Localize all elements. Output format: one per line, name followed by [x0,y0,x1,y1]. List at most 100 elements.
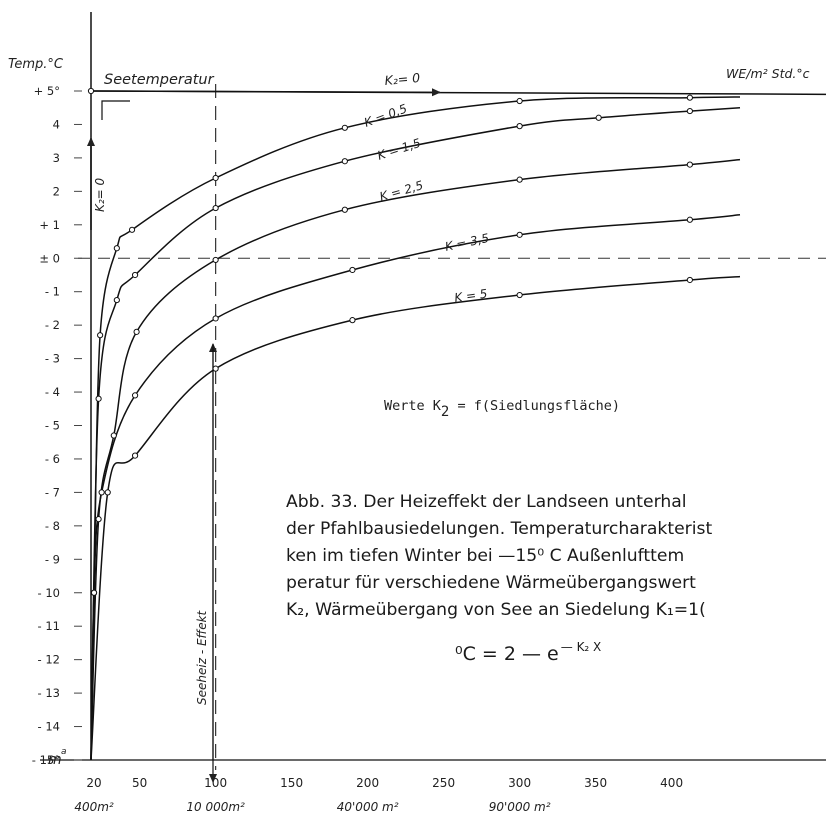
y-tick-label: - 2 [45,318,60,332]
series-label: K₂= 0 [384,70,421,88]
data-point [516,123,523,130]
data-point [212,256,219,264]
data-point [133,328,140,335]
data-point [98,489,105,496]
y-tick-label: - 10 [38,586,60,600]
data-point [104,489,111,496]
x-unit-superscript: a [61,747,67,757]
data-point [212,204,219,212]
formula-exponent: — K₂ X [560,640,602,654]
y-tick-label: + 1 [39,218,60,232]
series-labels: K₂= 0 K = 0,5 K = 1,5 K = 2,5 K = 3,5 K = 5 [362,70,490,305]
y-tick-label: - 4 [45,385,60,399]
data-point [516,291,523,299]
data-point [341,124,348,131]
series-label: K = 0,5 [362,101,409,129]
y-tick-label: + 5° [34,84,60,98]
series-line [90,214,741,761]
formula-main: ⁰C = 2 — e [455,643,559,665]
x-tick-label: 200 [356,776,379,790]
figure-caption: Abb. 33. Der Heizeffekt der Landseen unt… [286,489,826,629]
y-tick-label: - 11 [38,619,60,633]
y-tick-label: - 5 [45,419,60,433]
x-area-label: 10 000m² [186,800,245,814]
data-point [87,87,95,95]
data-point [95,395,102,402]
seetemperatur-label: Seetemperatur [104,72,215,88]
series-label: K = 2,5 [378,178,425,204]
series-label: K = 1,5 [376,136,423,163]
seeheiz-effekt-label: Seeheiz - Effekt [195,609,209,705]
x-unit-label: m [48,752,62,768]
axes [40,12,826,783]
k2-vertical-label: K₂= 0 [93,177,107,212]
y-axis-title: Temp.°C [8,57,64,72]
caption-line: ken im tiefen Winter bei —15⁰ C Außenluf… [286,546,685,566]
x-axis-tick-labels: 20 50 100 150 200 250 300 350 400 400m² 10 000m² 40… [74,776,683,814]
data-point [97,332,104,339]
x-tick-label: 20 [86,776,101,790]
data-point [516,176,523,183]
series-arrow-k2-0 [90,88,441,97]
y-tick-label: - 9 [45,552,60,566]
data-point [128,226,136,233]
right-unit-label: WE/m² Std.°c [726,66,810,81]
data-point [131,271,139,279]
data-point [349,317,356,324]
data-point [686,107,693,115]
y-tick-label: - 14 [38,720,60,734]
werte-suffix: = f(Siedlungsfläche) [449,398,620,414]
x-tick-label: 100 [204,776,227,790]
data-point [686,161,693,168]
caption-line: Abb. 33. Der Heizeffekt der Landseen unt… [286,492,687,512]
werte-subscript: 2 [441,404,449,420]
data-point [516,231,523,238]
data-point [212,365,219,372]
seetemperatur-corner-mark [101,100,130,120]
data-point [349,266,356,274]
x-tick-label: 150 [280,776,303,790]
x-tick-label: 50 [132,776,147,790]
caption-line: peratur für verschiedene Wärmeübergangsw… [286,573,696,593]
x-tick-label: 250 [432,776,455,790]
y-tick-label: - 15° [32,753,60,767]
data-point [595,114,602,121]
data-point [90,589,98,596]
y-tick-label: 2 [53,184,60,198]
data-point [131,452,139,459]
formula: ⁰C = 2 — e — K₂ X [455,640,601,665]
series-line [90,158,741,761]
y-tick-label: - 12 [38,653,60,667]
data-point [110,432,117,439]
data-point [686,216,693,223]
y-tick-label: - 13 [38,686,60,700]
y-tick-label: 3 [53,151,60,165]
y-tick-label: - 7 [45,485,60,499]
caption-line: K₂, Wärmeübergang von See an Siedelung K… [286,600,706,620]
series-line [90,106,741,761]
data-point [686,94,693,101]
x-area-label: 400m² [74,800,114,814]
data-point [212,315,219,322]
data-point [95,516,102,523]
series-points [87,87,693,596]
y-tick-label: - 3 [45,352,60,366]
data-point [212,174,219,182]
data-point [516,97,523,105]
y-tick-label: - 1 [45,285,60,299]
y-tick-label: ± 0 [39,251,60,265]
y-axis-tick-labels: + 5° 4 3 2 + 1 ± 0 - 1 - 2 - 3 - 4 - 5 - 6 - 7 - 8 - 9… [32,84,82,767]
x-tick-label: 350 [584,776,607,790]
x-area-label: 40'000 m² [337,800,399,814]
werte-formula: Werte K2 = f(Siedlungsfläche) [384,398,620,420]
series-label: K = 3,5 [444,231,491,254]
data-point [686,276,693,284]
data-point [113,245,120,252]
data-point [341,206,348,213]
data-point [341,158,348,165]
y-tick-label: - 8 [45,519,60,533]
werte-prefix: Werte K [384,398,442,414]
x-area-label: 90'000 m² [489,800,551,814]
x-tick-label: 300 [508,776,531,790]
